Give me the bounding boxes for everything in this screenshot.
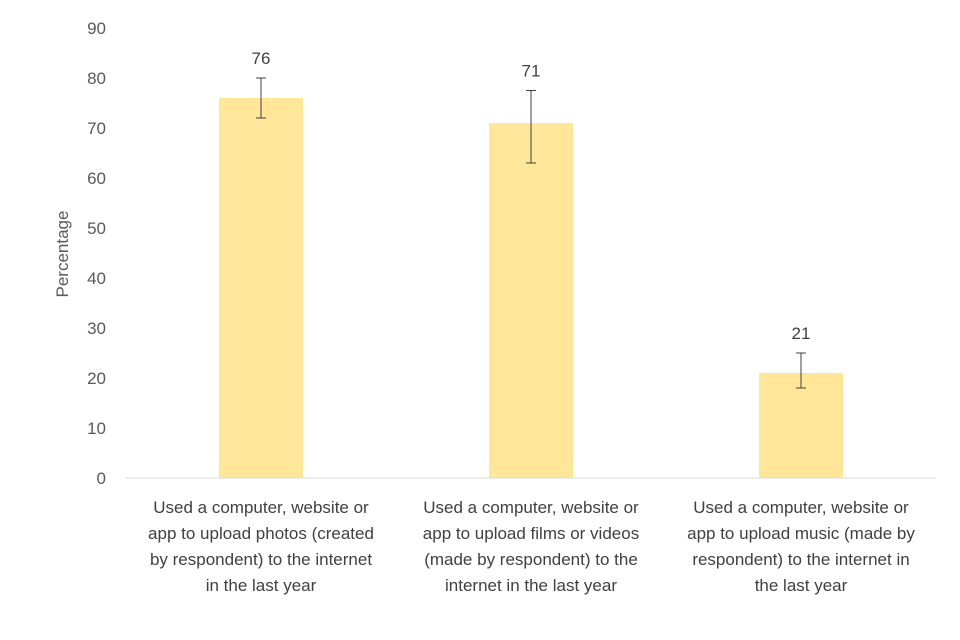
y-tick-label: 90 (87, 19, 106, 38)
x-category-label-line: app to upload music (made by (687, 524, 915, 543)
y-tick-label: 60 (87, 169, 106, 188)
x-category-label-line: internet in the last year (445, 576, 617, 595)
x-category-label-line: (made by respondent) to the (424, 550, 638, 569)
y-axis-title: Percentage (53, 211, 72, 298)
error-bars (256, 77, 806, 389)
data-labels: 76 71 21 (252, 49, 811, 343)
data-label: 21 (792, 324, 811, 343)
x-axis-category-labels: Used a computer, website or app to upload… (148, 498, 915, 595)
y-tick-label: 30 (87, 319, 106, 338)
y-tick-label: 20 (87, 369, 106, 388)
y-axis-ticks: 0 10 20 30 40 50 60 70 80 90 (87, 19, 106, 488)
bar (759, 373, 843, 478)
x-category-label-line: app to upload photos (created (148, 524, 374, 543)
data-label: 76 (252, 49, 271, 68)
x-category-label-line: Used a computer, website or (153, 498, 369, 517)
y-tick-label: 80 (87, 69, 106, 88)
x-category-label-line: in the last year (206, 576, 317, 595)
x-category-label-line: respondent) to the internet in (692, 550, 909, 569)
bar (219, 98, 303, 478)
bars (219, 98, 843, 478)
x-category-label-line: by respondent) to the internet (150, 550, 372, 569)
x-category-label-line: Used a computer, website or (423, 498, 639, 517)
bar (489, 123, 573, 478)
y-tick-label: 10 (87, 419, 106, 438)
y-tick-label: 40 (87, 269, 106, 288)
y-tick-label: 70 (87, 119, 106, 138)
x-category-label-line: Used a computer, website or (693, 498, 909, 517)
y-tick-label: 50 (87, 219, 106, 238)
x-category-label-line: app to upload films or videos (423, 524, 639, 543)
x-category-label-line: the last year (755, 576, 848, 595)
data-label: 71 (522, 62, 541, 81)
y-tick-label: 0 (97, 469, 106, 488)
